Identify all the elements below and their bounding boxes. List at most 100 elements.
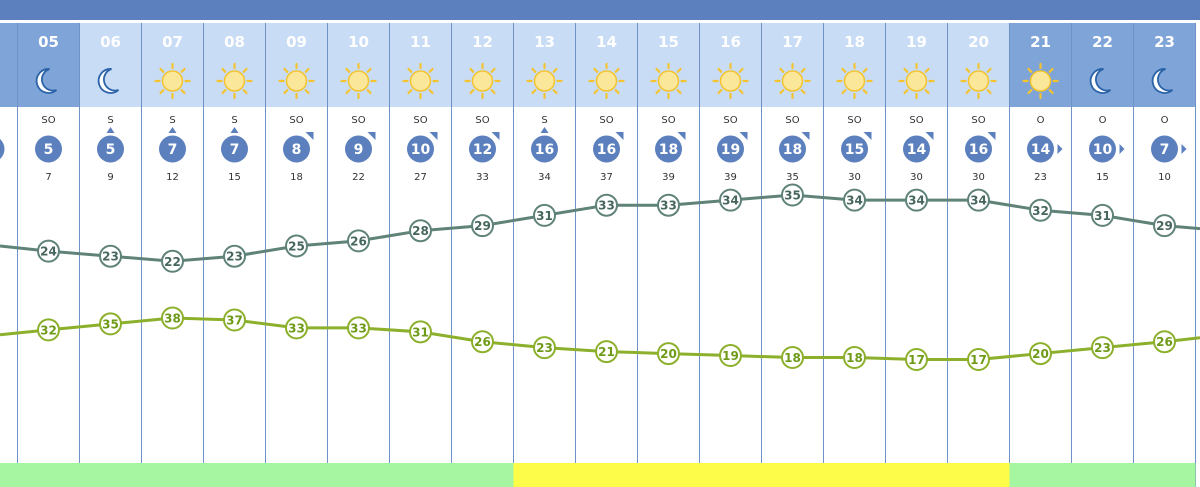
temperature-point bbox=[347, 229, 370, 253]
humidity-series: 32 35 38 37 33 33 31 26 23 21 20 19 18 18 17 17 20 23 26 bbox=[0, 306, 1200, 371]
temperature-value-label: 26 bbox=[350, 234, 367, 248]
sun-ray bbox=[283, 67, 289, 73]
hour-label: 22 bbox=[1092, 33, 1113, 51]
moon-icon bbox=[1151, 68, 1174, 94]
sun-ray bbox=[779, 67, 785, 73]
temperature-point bbox=[1029, 198, 1052, 222]
temperature-point bbox=[223, 244, 246, 268]
humidity-point bbox=[409, 320, 432, 344]
temperature-value-label: 22 bbox=[164, 255, 181, 269]
hour-label: 11 bbox=[410, 33, 431, 51]
sun-ray bbox=[469, 67, 475, 73]
wind-direction-label: SO bbox=[289, 115, 303, 126]
wind-arrow-icon bbox=[987, 132, 996, 140]
band-cell bbox=[699, 463, 762, 487]
sun-ray bbox=[655, 89, 661, 95]
sun-ray bbox=[180, 67, 186, 73]
wind-speed-label: 7 bbox=[168, 142, 178, 158]
band-cell bbox=[17, 463, 80, 487]
wind-arrow-icon bbox=[677, 132, 686, 140]
temperature-series: 24 23 22 23 25 26 28 29 31 33 33 34 35 34 34 34 32 31 29 bbox=[0, 183, 1200, 273]
wind-speed-circle bbox=[1027, 135, 1054, 163]
moon-crescent bbox=[97, 68, 120, 94]
sun-ray bbox=[593, 89, 599, 95]
sun-ray bbox=[676, 89, 682, 95]
wind-speed-circle bbox=[221, 135, 248, 163]
temperature-value-label: 24 bbox=[40, 245, 57, 259]
wind-arrow-icon bbox=[739, 132, 748, 140]
sun-ray bbox=[159, 67, 165, 73]
wind-direction-label: SO bbox=[971, 115, 985, 126]
wind-speed-circle bbox=[407, 135, 434, 163]
hour-label: 05 bbox=[38, 33, 59, 51]
band-cell bbox=[265, 463, 328, 487]
wind-gust-label: 10 bbox=[1158, 172, 1171, 183]
wind-speed-circle bbox=[903, 135, 930, 163]
sun-ray bbox=[862, 67, 868, 73]
hour-label: 21 bbox=[1030, 33, 1051, 51]
header-cell-partial bbox=[0, 23, 18, 107]
humidity-point bbox=[719, 344, 742, 368]
wind-speed-label: 16 bbox=[969, 142, 988, 158]
sun-ray bbox=[862, 89, 868, 95]
column-dividers bbox=[17, 23, 1196, 487]
wind-arrow-icon bbox=[367, 132, 376, 140]
sun-ray bbox=[924, 67, 930, 73]
wind-gust-label: 37 bbox=[600, 172, 613, 183]
sun-ray bbox=[428, 67, 434, 73]
sun-ray bbox=[1027, 89, 1033, 95]
wind-direction-label: SO bbox=[599, 115, 613, 126]
sun-ray bbox=[841, 67, 847, 73]
wind-arrow-icon bbox=[615, 132, 624, 140]
temperature-value-label: 32 bbox=[1032, 204, 1049, 218]
temperature-point bbox=[843, 188, 866, 212]
sun-ray bbox=[738, 67, 744, 73]
temperature-value-label: 29 bbox=[1156, 219, 1173, 233]
sun-ray bbox=[614, 89, 620, 95]
sun-ray bbox=[986, 89, 992, 95]
sun-icon bbox=[588, 62, 625, 100]
wind-direction-label: SO bbox=[847, 115, 861, 126]
wind-gust-label: 30 bbox=[972, 172, 985, 183]
temperature-point bbox=[409, 219, 432, 243]
wind-gust-label: 18 bbox=[290, 172, 303, 183]
wind-arrow-icon bbox=[230, 127, 239, 133]
humidity-value-label: 37 bbox=[226, 313, 243, 327]
humidity-value-label: 20 bbox=[1032, 347, 1049, 361]
sun-disc bbox=[1029, 70, 1052, 92]
sun-ray bbox=[469, 89, 475, 95]
humidity-value-label: 32 bbox=[40, 323, 57, 337]
wind-direction-label: SO bbox=[351, 115, 365, 126]
humidity-point bbox=[99, 312, 122, 336]
wind-speed-label: 12 bbox=[473, 142, 492, 158]
wind-gust-label: 22 bbox=[352, 172, 365, 183]
band-cell bbox=[451, 463, 514, 487]
wind-gust-label: 39 bbox=[662, 172, 675, 183]
wind-speed-label: 5 bbox=[44, 142, 54, 158]
sun-ray bbox=[903, 67, 909, 73]
sun-ray bbox=[242, 67, 248, 73]
sun-ray bbox=[221, 67, 227, 73]
sun-ray bbox=[304, 89, 310, 95]
wind-arrow-icon bbox=[540, 127, 549, 133]
sun-ray bbox=[1048, 67, 1054, 73]
band-cell bbox=[389, 463, 452, 487]
hour-label: 08 bbox=[224, 33, 245, 51]
sun-ray bbox=[531, 89, 537, 95]
moon-crescent bbox=[35, 68, 58, 94]
sun-ray bbox=[180, 89, 186, 95]
hour-label: 13 bbox=[534, 33, 555, 51]
temperature-point bbox=[99, 244, 122, 268]
humidity-value-label: 18 bbox=[784, 351, 801, 365]
humidity-value-label: 18 bbox=[846, 351, 863, 365]
hour-label: 23 bbox=[1154, 33, 1175, 51]
wind-speed-label: 18 bbox=[783, 142, 802, 158]
sun-ray bbox=[738, 89, 744, 95]
sun-ray bbox=[490, 89, 496, 95]
humidity-point bbox=[595, 340, 618, 364]
band-cell bbox=[761, 463, 824, 487]
humidity-value-label: 33 bbox=[288, 321, 305, 335]
wind-speed-label: 16 bbox=[597, 142, 616, 158]
humidity-value-label: 23 bbox=[1094, 341, 1111, 355]
temperature-value-label: 23 bbox=[226, 250, 243, 264]
